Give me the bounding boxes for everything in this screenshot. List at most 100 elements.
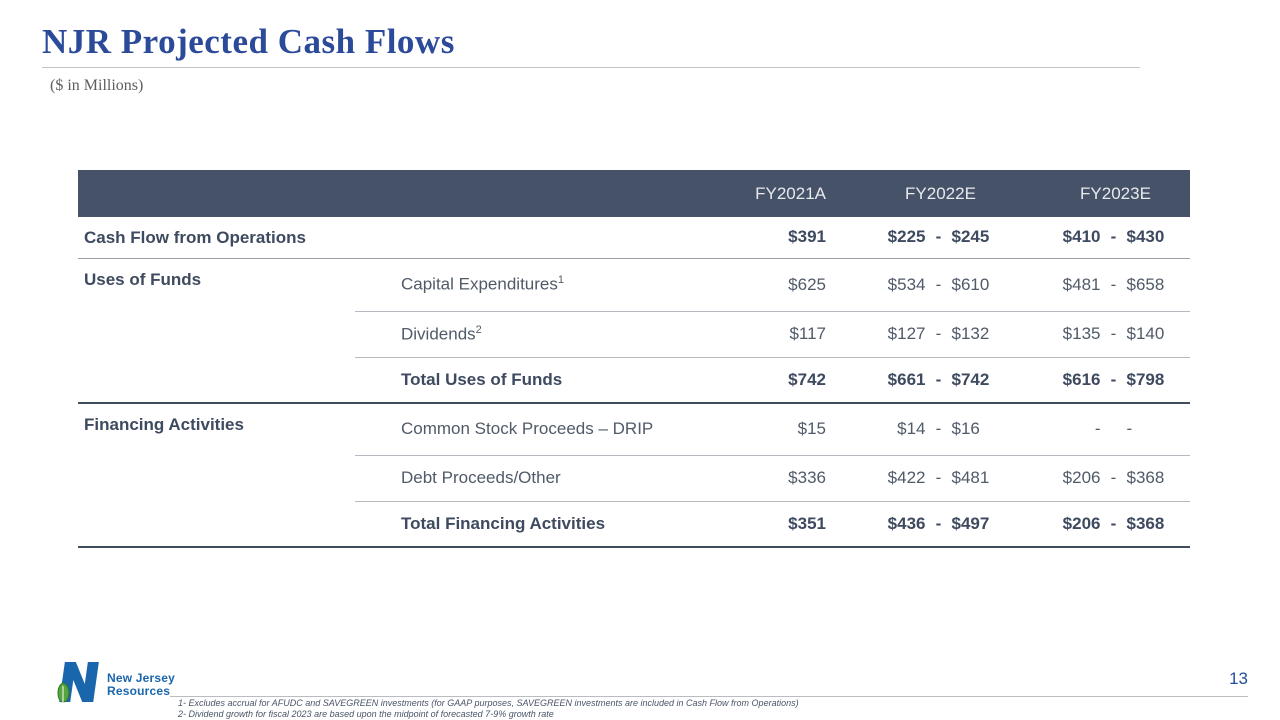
value-fy2023e: $410- $430 xyxy=(1015,217,1190,259)
row-item-label: Dividends2 xyxy=(355,311,700,358)
value-fy2022e: $14- $16 xyxy=(840,403,1015,456)
value-fy2023e-hi: $368 xyxy=(1126,468,1165,487)
value-fy2021a: $391 xyxy=(700,217,840,259)
table-header: FY2021A FY2022E FY2023E xyxy=(78,170,1190,217)
value-fy2023e-lo: $206 xyxy=(1062,468,1101,487)
value-fy2023e: $206- $368 xyxy=(1015,501,1190,548)
logo-text: New Jersey Resources xyxy=(107,670,176,698)
row-item-label xyxy=(355,217,700,259)
value-fy2022e-hi: $497 xyxy=(951,513,990,533)
value-fy2022e: $436- $497 xyxy=(840,501,1015,548)
value-fy2023e-hi: $140 xyxy=(1126,324,1165,343)
value-fy2023e: $481- $658 xyxy=(1015,258,1190,312)
value-fy2022e: $534- $610 xyxy=(840,258,1015,312)
njr-logo-icon xyxy=(55,661,101,708)
value-fy2023e: $616- $798 xyxy=(1015,357,1190,404)
value-fy2022e: $225- $245 xyxy=(840,217,1015,259)
value-fy2022e-sep: - xyxy=(935,513,942,533)
logo-line1: New Jersey xyxy=(107,670,176,685)
value-fy2022e-lo: $225 xyxy=(887,227,926,247)
column-header-fy2021a: FY2021A xyxy=(700,170,840,217)
cashflow-table-body: Cash Flow from Operations $391 $225- $245 $4… xyxy=(78,217,1190,548)
title-divider xyxy=(42,67,1140,68)
row-item-label: Total Financing Activities xyxy=(355,501,700,548)
value-fy2023e-hi: $430 xyxy=(1126,227,1165,247)
table-row: Total Financing Activities $351 $436- $497 $… xyxy=(78,501,1190,548)
value-fy2022e-sep: - xyxy=(935,274,942,294)
value-fy2021a: $625 xyxy=(700,258,840,312)
subtitle-units: ($ in Millions) xyxy=(50,77,144,94)
value-fy2023e: $206- $368 xyxy=(1015,455,1190,502)
header-spacer-section xyxy=(78,170,355,217)
value-fy2021a: $117 xyxy=(700,311,840,358)
value-fy2023e-sep: - xyxy=(1110,324,1117,343)
value-fy2022e: $422- $481 xyxy=(840,455,1015,502)
row-item-label: Total Uses of Funds xyxy=(355,357,700,404)
footnote-marker: 1 xyxy=(557,274,564,287)
value-fy2023e-hi: - xyxy=(1126,419,1133,439)
value-fy2022e-sep: - xyxy=(935,324,942,343)
value-fy2023e: $135- $140 xyxy=(1015,311,1190,358)
table-row: Uses of Funds Capital Expenditures1 $625 $5… xyxy=(78,258,1190,404)
value-fy2022e-lo: $436 xyxy=(887,513,926,533)
value-fy2022e-lo: $422 xyxy=(887,468,926,487)
company-logo: New Jersey Resources xyxy=(55,661,175,708)
value-fy2022e-hi: $481 xyxy=(951,468,990,487)
value-fy2023e-lo: $481 xyxy=(1062,274,1101,294)
value-fy2022e-hi: $245 xyxy=(951,227,990,247)
value-fy2022e-sep: - xyxy=(935,227,942,247)
footnotes: 1- Excludes accrual for AFUDC and SAVEGR… xyxy=(178,698,799,720)
value-fy2021a: $15 xyxy=(700,403,840,456)
table-row: Debt Proceeds/Other $336 $422- $481 $206- $36… xyxy=(78,455,1190,502)
value-fy2022e-hi: $16 xyxy=(951,419,980,439)
value-fy2023e-lo: $410 xyxy=(1062,227,1101,247)
table-row: Financing Activities Common Stock Proceed… xyxy=(78,403,1190,548)
row-item-label: Debt Proceeds/Other xyxy=(355,455,700,502)
value-fy2023e: -- xyxy=(1015,403,1190,456)
table-row: Total Uses of Funds $742 $661- $742 $616- $79… xyxy=(78,357,1190,404)
section-label: Financing Activities xyxy=(78,403,355,548)
value-fy2023e-lo: $616 xyxy=(1062,369,1101,389)
row-item-label: Common Stock Proceeds – DRIP xyxy=(355,403,700,456)
value-fy2023e-sep: - xyxy=(1110,468,1117,487)
value-fy2023e-lo: - xyxy=(1094,419,1101,439)
value-fy2022e-hi: $742 xyxy=(951,369,990,389)
value-fy2022e-lo: $127 xyxy=(887,324,926,343)
section-label: Uses of Funds xyxy=(78,258,355,404)
column-header-fy2023e: FY2023E xyxy=(1015,170,1190,217)
value-fy2021a: $742 xyxy=(700,357,840,404)
value-fy2023e-hi: $368 xyxy=(1126,513,1165,533)
value-fy2021a: $336 xyxy=(700,455,840,502)
value-fy2022e-sep: - xyxy=(935,369,942,389)
footnote-marker: 2 xyxy=(475,323,482,336)
value-fy2023e-sep: - xyxy=(1110,369,1117,389)
value-fy2023e-lo: $135 xyxy=(1062,324,1101,343)
page-title: NJR Projected Cash Flows xyxy=(42,22,455,61)
cash-flow-table: FY2021A FY2022E FY2023E Cash Flow from O… xyxy=(78,170,1190,548)
header-spacer-item xyxy=(355,170,700,217)
value-fy2022e-sep: - xyxy=(935,419,942,439)
value-fy2023e-sep: - xyxy=(1110,274,1117,294)
value-fy2023e-hi: $658 xyxy=(1126,274,1165,294)
value-fy2022e-hi: $132 xyxy=(951,324,990,343)
value-fy2022e-hi: $610 xyxy=(951,274,990,294)
table-row: Dividends2 $117 $127- $132 $135- $140 xyxy=(78,311,1190,358)
value-fy2022e-lo: $661 xyxy=(887,369,926,389)
page-number: 13 xyxy=(1229,669,1248,688)
value-fy2023e-hi: $798 xyxy=(1126,369,1165,389)
table-row: Cash Flow from Operations $391 $225- $245 $4… xyxy=(78,217,1190,259)
footnote-2: 2- Dividend growth for fiscal 2023 are b… xyxy=(178,709,554,719)
value-fy2023e-sep: - xyxy=(1110,513,1117,533)
value-fy2022e-lo: $14 xyxy=(897,419,926,439)
table-header-row: FY2021A FY2022E FY2023E xyxy=(78,170,1190,217)
value-fy2022e-sep: - xyxy=(935,468,942,487)
value-fy2022e: $661- $742 xyxy=(840,357,1015,404)
value-fy2022e: $127- $132 xyxy=(840,311,1015,358)
column-header-fy2022e: FY2022E xyxy=(840,170,1015,217)
value-fy2023e-lo: $206 xyxy=(1062,513,1101,533)
cash-flow-table-grid: FY2021A FY2022E FY2023E Cash Flow from O… xyxy=(78,170,1190,548)
section-label: Cash Flow from Operations xyxy=(78,217,355,259)
logo-line2: Resources xyxy=(107,683,171,698)
footnote-divider xyxy=(170,696,1248,697)
